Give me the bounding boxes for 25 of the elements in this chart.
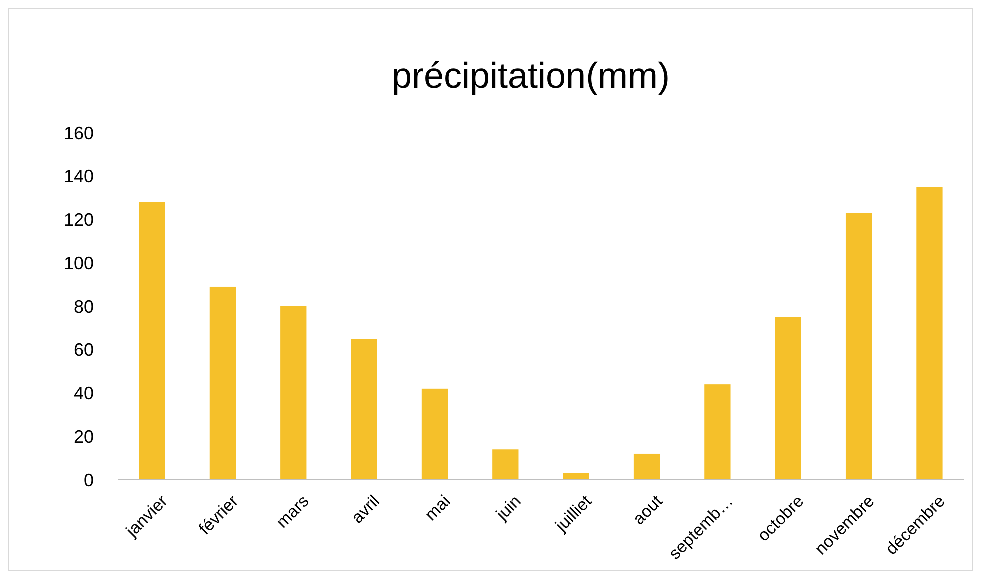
bar <box>916 187 943 480</box>
bar <box>704 384 731 480</box>
x-tick-label: juin <box>492 492 525 525</box>
bar <box>351 339 378 480</box>
bar <box>775 317 802 480</box>
y-tick-label: 120 <box>64 210 94 230</box>
y-tick-label: 160 <box>64 123 94 144</box>
y-tick-label: 40 <box>74 384 94 404</box>
bar <box>634 454 660 480</box>
bar <box>210 286 236 480</box>
y-tick-label: 60 <box>74 340 94 360</box>
bar <box>846 213 872 480</box>
y-tick-label: 20 <box>74 426 94 447</box>
x-tick-label: mai <box>421 492 454 525</box>
y-tick-label: 100 <box>64 253 94 274</box>
chart-title: précipitation(mm) <box>392 55 670 96</box>
bar <box>139 202 166 480</box>
bar <box>563 473 590 480</box>
y-tick-label: 80 <box>74 296 94 317</box>
bar <box>280 306 307 480</box>
bar <box>422 388 448 480</box>
y-tick-label: 0 <box>84 470 94 490</box>
bar <box>492 450 519 480</box>
y-tick-label: 140 <box>64 166 94 187</box>
x-tick-label: aout <box>629 492 666 529</box>
